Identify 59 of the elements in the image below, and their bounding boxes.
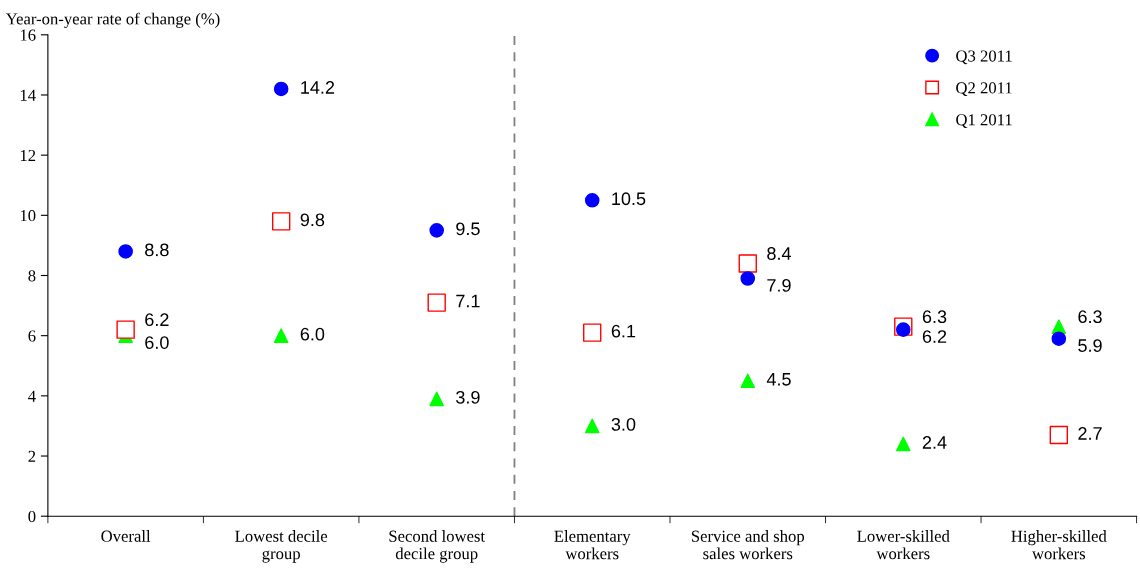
x-tick-label: Elementary workers bbox=[554, 530, 631, 560]
data-label: 7.1 bbox=[456, 294, 480, 308]
x-tick-label: Service and shop sales workers bbox=[691, 530, 805, 560]
data-label: 6.0 bbox=[145, 336, 169, 349]
x-tick-label: Overall bbox=[101, 530, 151, 542]
data-label: 9.5 bbox=[456, 222, 480, 236]
point bbox=[429, 223, 444, 238]
y-tick-label: 2 bbox=[28, 450, 36, 462]
legend-label: Q1 2011 bbox=[956, 114, 1012, 128]
y-tick-label: 0 bbox=[28, 510, 36, 523]
point bbox=[584, 418, 600, 434]
point bbox=[116, 320, 135, 339]
point bbox=[896, 436, 911, 452]
point bbox=[1051, 331, 1067, 346]
data-label: 6.0 bbox=[300, 327, 325, 341]
point bbox=[1049, 425, 1069, 445]
data-label: 4.5 bbox=[766, 373, 791, 386]
point bbox=[429, 391, 444, 407]
point bbox=[273, 81, 289, 97]
point bbox=[271, 212, 291, 231]
data-label: 6.1 bbox=[611, 324, 636, 338]
data-label: 14.2 bbox=[301, 81, 335, 94]
point bbox=[584, 192, 600, 208]
data-label: 2.4 bbox=[922, 436, 947, 449]
data-label: 2.7 bbox=[1078, 427, 1102, 440]
x-tick-label: Second lowest decile group bbox=[389, 530, 485, 563]
y-tick-label: 6 bbox=[28, 330, 36, 342]
data-label: 8.8 bbox=[145, 243, 169, 257]
x-tick-label: Lowest decile group bbox=[235, 530, 328, 563]
data-label: 6.2 bbox=[145, 313, 169, 327]
data-label: 6.3 bbox=[922, 310, 947, 324]
y-tick-label: 10 bbox=[20, 210, 36, 222]
x-tick-label: Higher-skilled workers bbox=[1011, 530, 1107, 560]
data-label: 7.9 bbox=[767, 278, 791, 292]
data-label: 9.8 bbox=[300, 213, 325, 227]
y-axis-title: Year-on-year rate of change (%) bbox=[5, 12, 220, 28]
legend-label: Q3 2011 bbox=[956, 50, 1012, 65]
point bbox=[118, 244, 133, 259]
data-label: 3.0 bbox=[611, 418, 636, 431]
point bbox=[583, 323, 602, 342]
data-label: 6.3 bbox=[1078, 310, 1102, 324]
data-label: 10.5 bbox=[612, 192, 646, 206]
point bbox=[740, 373, 756, 389]
point bbox=[740, 271, 756, 286]
point bbox=[896, 322, 911, 337]
point bbox=[273, 328, 289, 343]
point bbox=[738, 254, 757, 273]
data-label: 5.9 bbox=[1078, 339, 1102, 352]
x-tick-label: Lower-skilled workers bbox=[857, 530, 950, 560]
y-tick-label: 12 bbox=[20, 149, 36, 161]
y-tick-label: 16 bbox=[20, 29, 36, 41]
y-tick-label: 14 bbox=[20, 89, 36, 101]
point bbox=[427, 293, 446, 312]
legend-label: Q2 2011 bbox=[956, 82, 1012, 97]
data-label: 8.4 bbox=[767, 247, 791, 260]
data-label: 3.9 bbox=[456, 390, 480, 404]
y-tick-label: 4 bbox=[28, 390, 36, 402]
y-tick-label: 8 bbox=[28, 270, 36, 282]
data-label: 6.2 bbox=[922, 330, 947, 343]
